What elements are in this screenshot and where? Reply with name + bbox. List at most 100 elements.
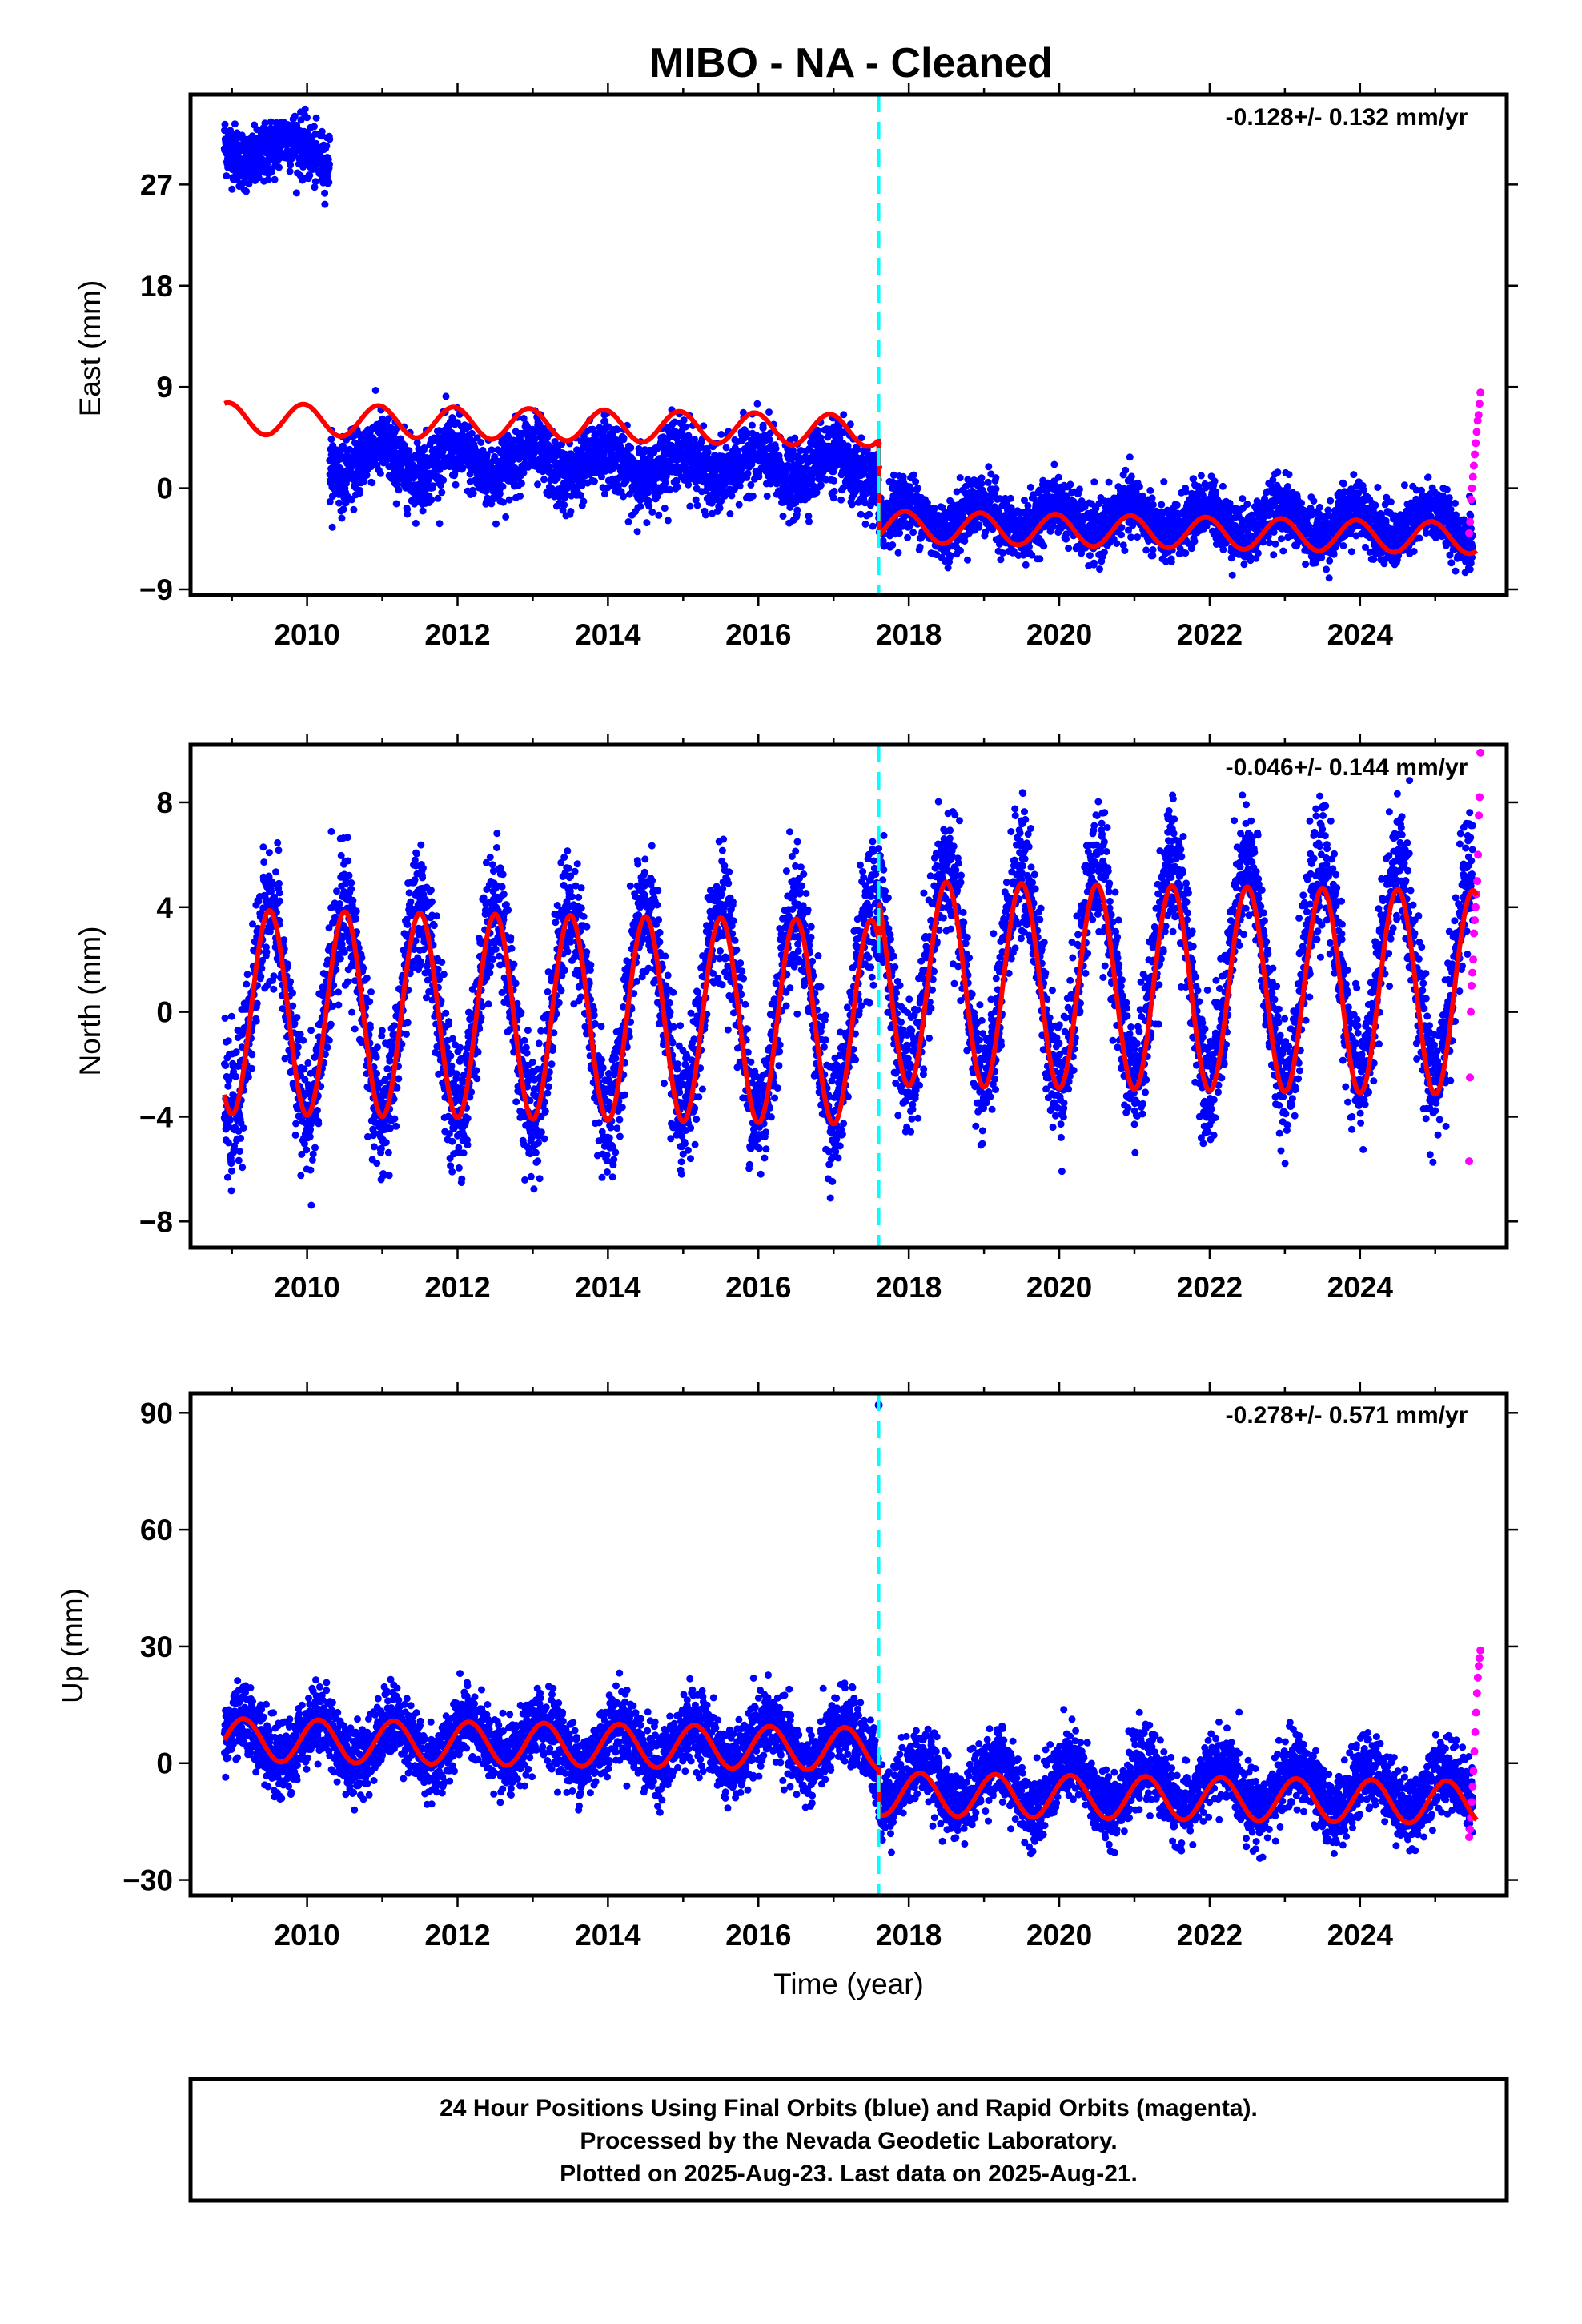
- x-tick-label: 2010: [274, 1271, 339, 1304]
- final-orbit-points: [220, 1669, 1477, 1862]
- rapid-orbit-point: [1465, 1833, 1474, 1842]
- rapid-orbit-point: [1476, 1654, 1484, 1663]
- east-ylabel: East (mm): [74, 280, 106, 417]
- y-tick-label: 30: [140, 1630, 173, 1663]
- y-tick-label: 0: [156, 996, 173, 1029]
- y-tick-label: 9: [156, 371, 173, 404]
- rapid-orbit-point: [1469, 955, 1478, 964]
- rapid-orbit-point: [1468, 484, 1476, 493]
- rapid-orbit-point: [1471, 916, 1480, 925]
- caption-frame: [188, 2077, 1509, 2203]
- x-tick-label: 2010: [274, 618, 339, 651]
- north-marks: 2010 2012 2014 2016 2018 2020 2022 2024 −8 −4 0 4 8: [139, 734, 1518, 1304]
- x-axis-label: Time (year): [773, 1968, 924, 2000]
- x-tick-label: 2024: [1327, 1919, 1394, 1952]
- x-tick-label: 2014: [575, 618, 641, 651]
- x-tick-label: 2018: [876, 1919, 942, 1952]
- rapid-orbit-point: [1473, 877, 1482, 886]
- rapid-orbit-point: [1476, 388, 1485, 397]
- rapid-orbit-point: [1467, 495, 1476, 504]
- x-tick-label: 2020: [1026, 1919, 1092, 1952]
- rapid-orbit-point: [1473, 1673, 1482, 1682]
- rapid-orbit-point: [1474, 850, 1483, 859]
- rapid-orbit-point: [1476, 1646, 1485, 1655]
- x-tick-label: 2012: [424, 1919, 490, 1952]
- x-tick-label: 2022: [1177, 618, 1243, 651]
- north-panel: North (mm) -0.046+/- 0.144 mm/yr 2010 201…: [74, 734, 1518, 1304]
- rapid-orbit-point: [1470, 1747, 1479, 1756]
- model-fit-line: [222, 1716, 1479, 1826]
- rapid-orbit-point: [1474, 411, 1483, 420]
- caption-line-2: Processed by the Nevada Geodetic Laborat…: [580, 2128, 1117, 2154]
- model-fit-line: [222, 879, 1480, 1127]
- north-ylabel: North (mm): [74, 926, 106, 1076]
- final-orbit-points: [220, 777, 1477, 1209]
- x-tick-label: 2018: [876, 618, 942, 651]
- rapid-orbit-point: [1472, 439, 1480, 448]
- rapid-orbit-point: [1468, 1782, 1477, 1791]
- up-axes-frame: [188, 1391, 1509, 1898]
- rapid-orbit-point: [1468, 981, 1476, 990]
- east-panel: East (mm) -0.128+/- 0.132 mm/yr 2010 2012…: [74, 83, 1518, 651]
- rapid-orbit-point: [1466, 1073, 1475, 1082]
- caption-line-1: 24 Hour Positions Using Final Orbits (bl…: [440, 2095, 1258, 2121]
- up-marks: 2010 2012 2014 2016 2018 2020 2022 2024 −30 0 30 60…: [122, 1382, 1518, 1952]
- y-tick-label: 18: [140, 270, 173, 303]
- rapid-orbit-point: [1470, 929, 1479, 938]
- x-tick-label: 2024: [1327, 1271, 1394, 1304]
- y-tick-label: −30: [122, 1864, 173, 1897]
- rapid-orbit-point: [1466, 1825, 1475, 1834]
- x-tick-label: 2024: [1327, 618, 1394, 651]
- y-tick-label: 0: [156, 472, 173, 505]
- x-tick-label: 2016: [725, 618, 791, 651]
- north-axes-frame: [188, 742, 1509, 1250]
- rapid-orbit-point: [1476, 793, 1484, 802]
- x-tick-label: 2014: [575, 1271, 641, 1304]
- x-tick-label: 2012: [424, 1271, 490, 1304]
- y-tick-label: 60: [140, 1514, 173, 1546]
- x-tick-label: 2016: [725, 1271, 791, 1304]
- x-tick-label: 2012: [424, 618, 490, 651]
- rapid-orbit-point: [1475, 400, 1484, 408]
- y-tick-label: 4: [156, 891, 173, 924]
- rapid-orbit-point: [1472, 1708, 1480, 1717]
- rapid-orbit-point: [1476, 748, 1485, 757]
- y-tick-label: 0: [156, 1747, 173, 1780]
- x-tick-label: 2022: [1177, 1919, 1243, 1952]
- x-tick-label: 2020: [1026, 618, 1092, 651]
- chart-title: MIBO - NA - Cleaned: [649, 40, 1053, 86]
- x-tick-label: 2018: [876, 1271, 942, 1304]
- caption-box: 24 Hour Positions Using Final Orbits (bl…: [188, 2077, 1509, 2203]
- x-tick-label: 2014: [575, 1919, 641, 1952]
- rapid-orbit-point: [1468, 472, 1477, 481]
- rapid-orbit-point: [1468, 1798, 1476, 1807]
- north-rate-label: -0.046+/- 0.144 mm/yr: [1226, 754, 1468, 781]
- rapid-orbit-point: [1465, 1157, 1474, 1166]
- rapid-orbit-point: [1472, 1689, 1481, 1698]
- rapid-orbit-point: [1469, 461, 1478, 470]
- rapid-orbit-point: [1472, 903, 1480, 911]
- model-fit-line: [223, 400, 1479, 557]
- up-rate-label: -0.278+/- 0.571 mm/yr: [1226, 1402, 1468, 1429]
- rapid-orbit-point: [1471, 450, 1480, 459]
- rapid-orbit-point: [1474, 1662, 1483, 1671]
- rapid-orbit-point: [1467, 1007, 1476, 1016]
- rapid-orbit-point: [1466, 517, 1475, 526]
- rapid-orbit-point: [1475, 811, 1484, 820]
- rapid-orbit-point: [1468, 968, 1477, 977]
- rapid-orbit-point: [1472, 428, 1481, 436]
- y-tick-label: −9: [139, 573, 173, 606]
- east-axes-frame: [188, 92, 1509, 597]
- up-panel: Up (mm) -0.278+/- 0.571 mm/yr 2010 2012 20…: [56, 1382, 1518, 1952]
- up-ylabel: Up (mm): [56, 1588, 89, 1703]
- x-tick-label: 2020: [1026, 1271, 1092, 1304]
- x-tick-label: 2010: [274, 1919, 339, 1952]
- rapid-orbit-point: [1465, 529, 1474, 537]
- caption-line-3: Plotted on 2025-Aug-23. Last data on 202…: [560, 2161, 1138, 2187]
- east-rate-label: -0.128+/- 0.132 mm/yr: [1226, 104, 1468, 131]
- rapid-orbit-point: [1469, 1767, 1478, 1775]
- y-tick-label: −8: [139, 1205, 173, 1238]
- rapid-orbit-point: [1471, 1727, 1480, 1736]
- final-orbit-points: [220, 105, 1477, 582]
